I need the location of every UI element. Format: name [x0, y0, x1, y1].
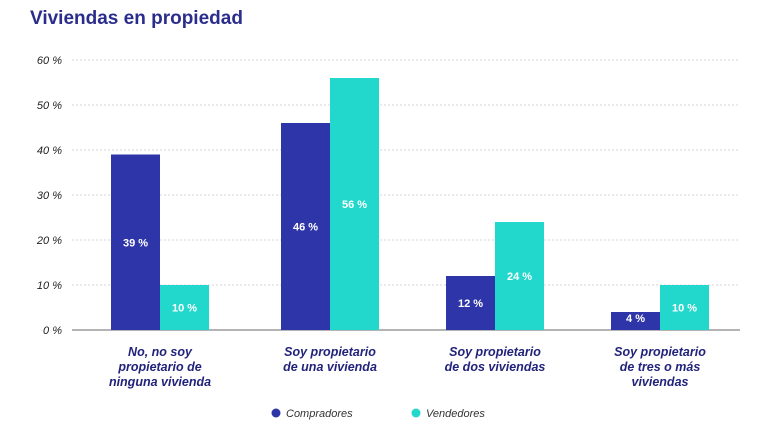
legend-swatch-compradores [271, 408, 281, 418]
y-tick-label: 60 % [37, 55, 62, 67]
data-label: 56 % [342, 199, 367, 211]
data-label: 24 % [507, 271, 532, 283]
y-tick-label: 20 % [36, 235, 62, 247]
bar-vendedores [660, 285, 709, 330]
chart-title: Viviendas en propiedad [30, 8, 243, 29]
category-label: Soy propietario de una vivienda [283, 345, 377, 374]
y-tick-label: 40 % [37, 145, 62, 157]
bar-compradores [611, 312, 660, 330]
data-label: 10 % [672, 303, 697, 315]
bar-vendedores [160, 285, 209, 330]
category-label: No, no soy propietario de ninguna vivienda [109, 345, 211, 389]
y-tick-label: 30 % [37, 190, 62, 202]
category-label: Soy propietario de dos viviendas [445, 345, 546, 374]
data-label: 12 % [458, 298, 483, 310]
bar-compradores [446, 276, 495, 330]
data-label: 46 % [293, 222, 318, 234]
y-tick-label: 0 % [43, 325, 62, 337]
legend-label-compradores: Compradores [286, 408, 353, 420]
data-label: 39 % [123, 237, 148, 249]
bar-compradores [111, 154, 160, 330]
y-tick-label: 10 % [37, 280, 62, 292]
data-label: 10 % [172, 303, 197, 315]
legend-label-vendedores: Vendedores [426, 408, 485, 420]
bar-compradores [281, 123, 330, 330]
data-label: 4 % [626, 313, 645, 325]
bar-vendedores [495, 222, 544, 330]
category-label: Soy propietario de tres o más viviendas [614, 345, 706, 389]
legend-swatch-vendedores [411, 408, 421, 418]
y-tick-label: 50 % [37, 100, 62, 112]
bar-vendedores [330, 78, 379, 330]
